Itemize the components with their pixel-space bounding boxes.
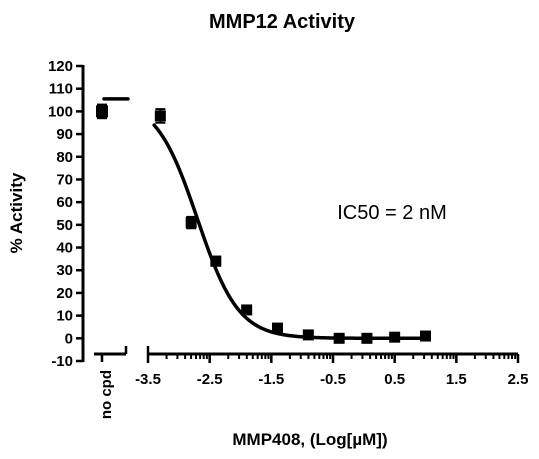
x-tick-label: -3.5 — [135, 371, 161, 388]
y-tick-label: 110 — [49, 81, 73, 98]
data-point — [361, 332, 373, 344]
data-point — [154, 110, 166, 122]
x-tick-label: -2.5 — [197, 371, 223, 388]
data-point — [210, 255, 222, 267]
x-axis: -3.5 -2.5 -1.5 -0.5 0.5 1.5 2.5 — [94, 346, 528, 388]
fit-curve — [152, 123, 428, 341]
x-tick-label: 1.5 — [446, 371, 467, 388]
y-tick-label: -10 — [51, 353, 73, 370]
y-tick-label: 80 — [56, 149, 73, 166]
data-point — [272, 322, 283, 334]
y-tick-label: 70 — [56, 171, 73, 188]
x-tick-label: 0.5 — [384, 371, 405, 388]
y-tick-label: 50 — [56, 217, 73, 234]
y-tick-label: 20 — [56, 285, 73, 302]
data-point — [389, 331, 401, 343]
x-tick-label-no-cpd: no cpd — [98, 370, 115, 419]
y-axis-label: % Activity — [7, 172, 26, 253]
control-point — [96, 105, 108, 118]
ic50-annotation: IC50 = 2 nM — [337, 202, 447, 224]
x-tick-label: -1.5 — [258, 371, 284, 388]
y-tick-label: 120 — [48, 58, 73, 75]
chart-title: MMP12 Activity — [209, 11, 356, 33]
control-group — [96, 97, 130, 120]
y-tick-label: 30 — [56, 262, 73, 279]
data-point — [333, 332, 345, 344]
x-tick-label: -0.5 — [320, 371, 346, 388]
y-tick-label: 0 — [65, 330, 73, 347]
y-tick-label: 100 — [48, 103, 73, 120]
series-group — [152, 108, 431, 344]
data-point — [241, 304, 253, 316]
x-axis-label: MMP408, (Log[µM]) — [232, 430, 387, 449]
y-tick-label: 60 — [56, 194, 73, 211]
data-point — [302, 329, 314, 341]
data-point — [185, 217, 197, 229]
y-tick-label: 90 — [56, 126, 73, 143]
data-point — [420, 330, 431, 342]
x-tick-label: 2.5 — [508, 371, 529, 388]
y-tick-label: 40 — [56, 240, 73, 257]
y-tick-label: 10 — [56, 308, 73, 325]
y-axis: -10 0 10 20 30 40 50 60 70 80 90 100 110 120 — [48, 58, 85, 370]
